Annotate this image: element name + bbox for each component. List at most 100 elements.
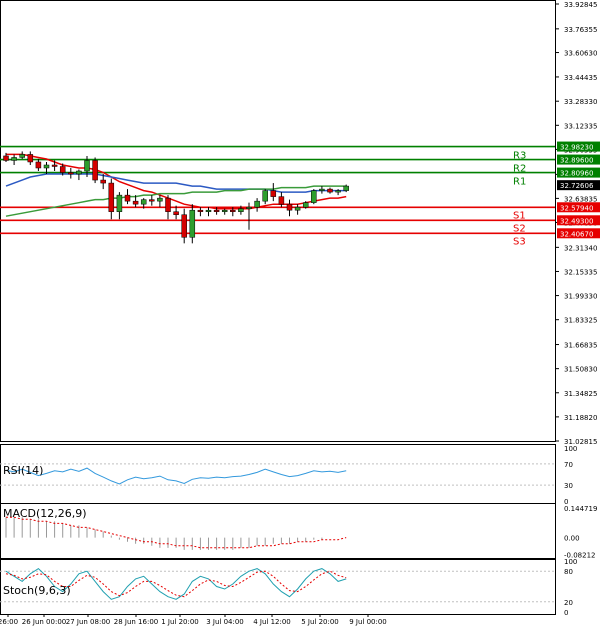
time-tick-label: 3 Jul 04:00 xyxy=(206,618,244,626)
panel-frame xyxy=(0,444,556,504)
price-tick-label: 33.60630 xyxy=(564,50,597,58)
rsi-panel: 100 70 30 0 RSI(14) xyxy=(0,445,577,506)
price-tick-label: 31.50830 xyxy=(564,366,597,374)
level-value-label: 32.40670 xyxy=(560,230,593,238)
panel-frames xyxy=(0,0,556,615)
candle-body xyxy=(59,166,66,173)
candle-body xyxy=(165,197,171,212)
moving-average-line xyxy=(5,173,347,193)
price-tick-label: 33.44435 xyxy=(564,74,597,82)
candle-body xyxy=(27,154,34,163)
candle-body xyxy=(343,185,349,191)
stoch-tick-label: 0 xyxy=(564,609,568,617)
price-tick-label: 31.18820 xyxy=(564,414,597,422)
price-tick-label: 31.83325 xyxy=(564,317,597,325)
level-value-label: 32.89600 xyxy=(560,157,593,165)
stoch-signal-line xyxy=(5,570,347,598)
level-name-s1: S1 xyxy=(513,210,526,221)
candle-body xyxy=(157,197,163,202)
level-value-box xyxy=(557,167,600,178)
candle-body xyxy=(335,190,341,193)
candle-body xyxy=(84,160,90,172)
level-value-label: 32.49300 xyxy=(560,217,593,225)
level-value-label: 32.80960 xyxy=(560,170,593,178)
macd-tick-label: 0.144719 xyxy=(564,505,597,513)
candle-body xyxy=(238,208,244,212)
candle-body xyxy=(294,206,301,211)
candle-body xyxy=(76,170,82,175)
time-tick-label: 28 Jun 16:00 xyxy=(114,618,158,626)
price-tick-label: 31.02815 xyxy=(564,438,597,446)
rsi-tick-label: 70 xyxy=(564,461,573,469)
candle-body xyxy=(213,209,220,212)
candle-body xyxy=(116,194,123,212)
price-tick-label: 32.15335 xyxy=(564,268,597,276)
time-tick-label: 27 Jun 08:00 xyxy=(66,618,110,626)
macd-panel: 0.144719 0.00 -0.08212 MACD(12,26,9) xyxy=(3,505,597,559)
price-tick-label: 32.63835 xyxy=(564,195,597,203)
time-tick-label: 4 Jul 12:00 xyxy=(253,618,291,626)
candle-body xyxy=(124,194,131,202)
candle-body xyxy=(230,209,236,212)
panel-frame xyxy=(0,559,556,615)
price-tick-label: 33.76355 xyxy=(564,26,597,34)
time-tick-label: 5 Jul 20:00 xyxy=(301,618,339,626)
candle-body xyxy=(254,200,260,208)
level-name-r1: R1 xyxy=(513,177,526,188)
candle-body xyxy=(108,182,115,212)
candle-body xyxy=(140,199,147,205)
candle-body xyxy=(319,188,325,191)
candle-body xyxy=(246,206,252,209)
candle-body xyxy=(221,209,228,212)
candle-body xyxy=(100,179,106,184)
time-tick-label: 26:00 xyxy=(0,618,18,626)
price-tick-label: 31.34825 xyxy=(564,390,597,398)
candle-body xyxy=(302,202,309,208)
stoch-tick-label: 20 xyxy=(564,599,573,607)
price-tick-label: 33.12335 xyxy=(564,122,597,130)
candle-body xyxy=(311,190,317,203)
candle-body xyxy=(132,200,139,205)
stoch-tick-label: 100 xyxy=(564,558,577,566)
candle-body xyxy=(43,164,50,169)
price-tick-label: 31.66835 xyxy=(564,342,597,350)
candle-body xyxy=(278,196,285,205)
candle-body xyxy=(262,190,268,202)
rsi-tick-label: 100 xyxy=(564,445,577,453)
level-value-label: 32.57940 xyxy=(560,204,593,212)
stoch-panel: 100 80 20 0 Stoch(9,6,3) xyxy=(0,558,577,617)
time-axis: 26:00 26 Jun 00:00 27 Jun 08:00 28 Jun 16:0… xyxy=(0,614,387,626)
rsi-line xyxy=(5,467,347,485)
current-price-box xyxy=(557,180,600,191)
level-value-box xyxy=(557,228,600,239)
rsi-tick-label: 0 xyxy=(564,498,568,506)
price-tick-label: 31.99330 xyxy=(564,293,597,301)
stoch-main-line xyxy=(5,567,347,600)
level-value-label: 32.98230 xyxy=(560,144,593,152)
candle-body xyxy=(3,155,9,161)
time-tick-label: 26 Jun 00:00 xyxy=(22,618,66,626)
candle-body xyxy=(92,160,98,181)
level-value-box xyxy=(557,141,600,152)
candle-body xyxy=(11,157,17,161)
level-name-r2: R2 xyxy=(513,164,526,175)
candle-body xyxy=(270,190,277,197)
price-tick-label: 33.28330 xyxy=(564,98,597,106)
level-value-box xyxy=(557,154,600,165)
level-name-s2: S2 xyxy=(513,223,526,234)
stoch-title: Stoch(9,6,3) xyxy=(3,584,71,597)
rsi-tick-label: 30 xyxy=(564,482,573,490)
stoch-tick-label: 80 xyxy=(564,568,573,576)
candle-body xyxy=(327,188,333,193)
level-value-box xyxy=(557,202,600,213)
candle-body xyxy=(51,164,58,167)
level-name-s3: S3 xyxy=(513,236,526,247)
candle-body xyxy=(189,209,196,238)
level-name-r3: R3 xyxy=(513,151,526,162)
candle-body xyxy=(286,203,293,211)
level-value-box xyxy=(557,215,600,226)
candle-body xyxy=(19,154,25,158)
price-tick-label: 32.31340 xyxy=(564,244,597,252)
candle-body xyxy=(68,172,74,175)
